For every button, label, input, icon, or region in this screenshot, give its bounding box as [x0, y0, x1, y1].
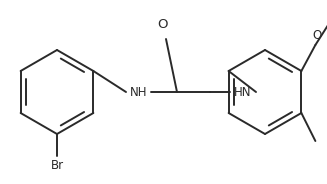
Text: Br: Br [50, 159, 63, 172]
Text: O: O [157, 18, 167, 31]
Text: HN: HN [234, 86, 252, 98]
Text: O: O [313, 29, 322, 42]
Text: NH: NH [130, 86, 148, 98]
